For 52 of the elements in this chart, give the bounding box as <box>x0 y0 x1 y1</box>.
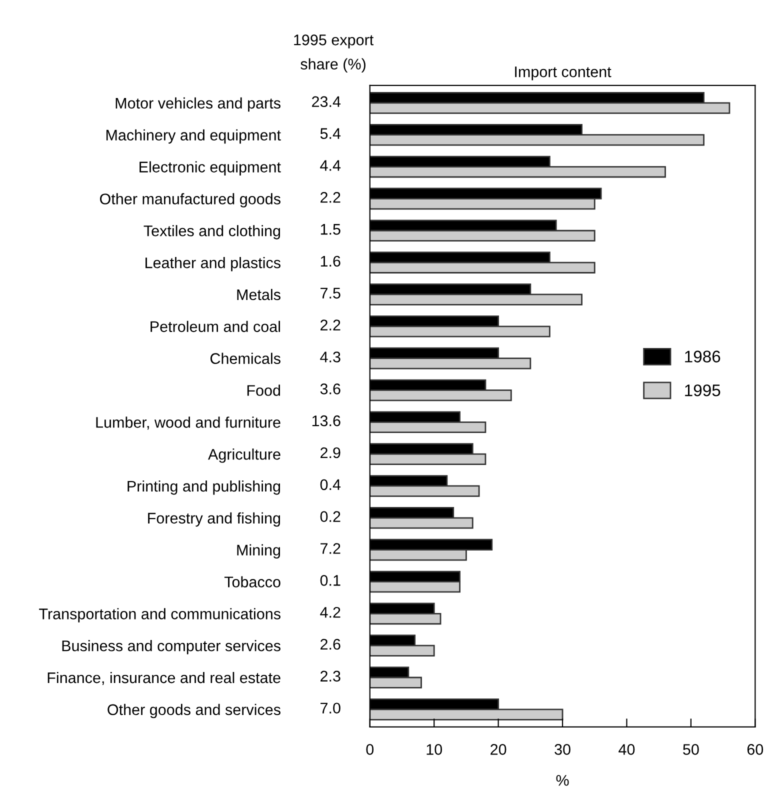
y2-tick-label: 23.4 <box>312 96 341 108</box>
y2-tick-label: 5.4 <box>320 128 341 139</box>
y-tick-label: Printing and publishing <box>128 480 280 495</box>
y2-tick-label: 0.1 <box>320 575 340 586</box>
y-tick-label: Forestry and fishing <box>148 512 280 527</box>
y2-tick-label: 0.4 <box>320 479 341 490</box>
y2-tick-label: 1.6 <box>320 256 340 267</box>
y-tick-label: Agriculture <box>208 448 280 463</box>
y2-tick-label: 2.9 <box>320 447 340 458</box>
y-tick-label: Motor vehicles and parts <box>116 97 280 112</box>
y2-tick-label: 7.0 <box>320 702 340 714</box>
y2-tick-label: 2.2 <box>320 320 340 330</box>
y-tick-label: Machinery and equipment <box>106 129 281 144</box>
y2-tick-label: 2.6 <box>320 638 340 650</box>
x-tick-label: 60 <box>747 744 764 755</box>
y-tick-label: Transportation and communications <box>39 608 280 622</box>
y2-tick-label: 1.5 <box>320 224 340 235</box>
y2-tick-label: 3.6 <box>320 384 340 394</box>
x-tick-label: 0 <box>366 744 374 755</box>
y2-tick-label: 2.3 <box>320 670 340 682</box>
y-tick-label: Mining <box>237 544 280 559</box>
x-tick-label: 50 <box>683 744 699 755</box>
y-tick-label: Finance, insurance and real estate <box>48 672 280 685</box>
y-tick-label: Leather and plastics <box>146 257 280 272</box>
y-tick-label: Petroleum and coal <box>150 320 280 332</box>
y-tick-label: Business and computer services <box>62 640 280 654</box>
x-tick-label: 30 <box>554 744 570 755</box>
y2-tick-label: 4.3 <box>320 352 340 362</box>
y-tick-label: Lumber, wood and furniture <box>96 416 280 430</box>
y-tick-label: Other manufactured goods <box>100 193 280 208</box>
legend-label: 1995 <box>685 384 720 396</box>
y2-tick-label: 13.6 <box>312 415 340 426</box>
y-tick-label: Metals <box>237 288 280 300</box>
x-axis-title: % <box>556 775 569 786</box>
y2-tick-label: 4.4 <box>320 160 341 171</box>
chart-title: Import content <box>515 66 612 80</box>
y2-axis-title: 1995 export share (%) <box>294 34 374 73</box>
y2-tick-label: 7.5 <box>320 288 340 299</box>
y-tick-label: Textiles and clothing <box>144 225 280 240</box>
y2-tick-label: 2.2 <box>320 192 340 203</box>
x-tick-label: 10 <box>426 744 442 755</box>
x-tick-label: 20 <box>490 744 506 755</box>
y-tick-label: Food <box>247 384 280 396</box>
legend-label: 1986 <box>685 350 720 362</box>
x-tick-label: 40 <box>618 744 635 755</box>
y2-tick-label: 7.2 <box>320 543 340 554</box>
y-tick-label: Other goods and services <box>108 704 280 718</box>
y2-tick-label: 0.2 <box>320 511 340 522</box>
y-tick-label: Chemicals <box>210 352 280 364</box>
y-tick-label: Electronic equipment <box>140 161 281 176</box>
y2-tick-label: 4.2 <box>320 606 340 618</box>
y-tick-label: Tobacco <box>224 576 280 588</box>
